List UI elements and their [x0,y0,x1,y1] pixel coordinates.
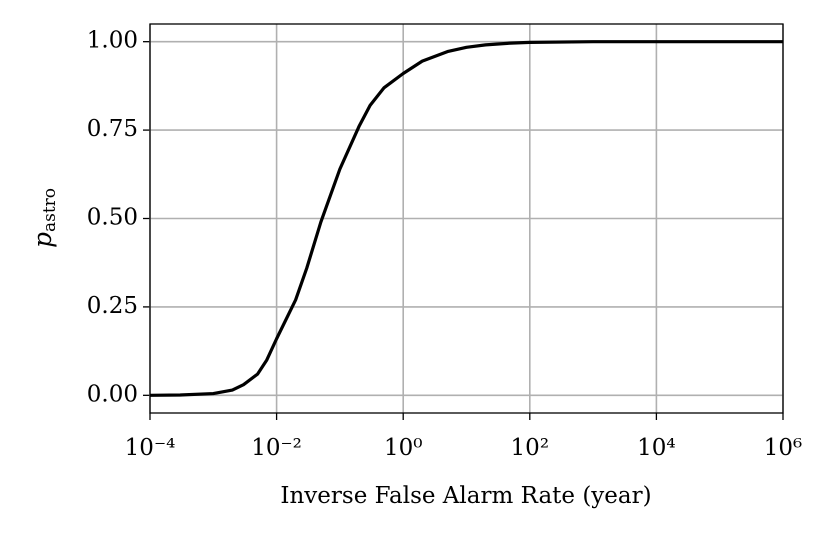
y-axis-label-sub: astro [40,188,60,232]
y-tick-label: 0.75 [87,116,138,142]
x-tick-label: 10² [511,435,550,461]
line [149,40,783,397]
y-tick-label: 0.25 [87,293,138,319]
y-tick-label: 0.00 [87,381,138,407]
x-tick-label: 10⁶ [764,435,803,461]
y-axis-label: pastro [28,188,60,248]
plot-frame [149,23,784,414]
x-tick-label: 10⁻⁴ [125,435,176,461]
y-tick-label: 0.50 [87,205,138,231]
y-axis-label-main: p [28,232,57,248]
x-tick-label: 10⁻² [251,435,302,461]
x-axis-label: Inverse False Alarm Rate (year) [280,483,651,509]
x-tick-label: 10⁴ [637,435,676,461]
x-tick-label: 10⁰ [384,435,423,461]
y-tick-label: 1.00 [87,28,138,54]
